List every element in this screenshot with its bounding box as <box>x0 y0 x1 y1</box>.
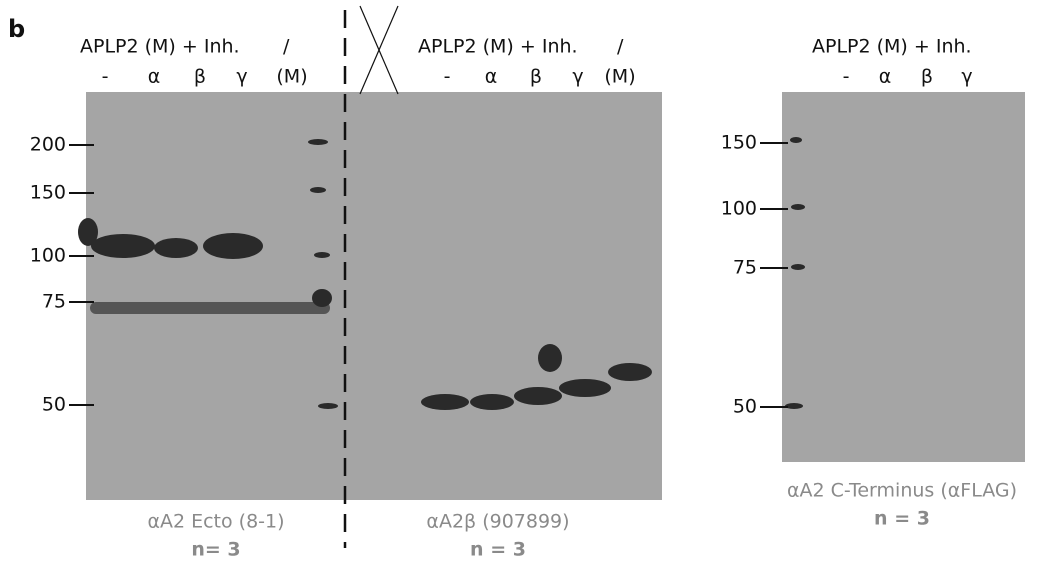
blot-image <box>782 92 1025 462</box>
lane-label: α <box>485 66 498 88</box>
lane-label: α <box>148 66 161 88</box>
header: APLP2 (M) + Inh. <box>418 36 578 58</box>
caption: αA2β (907899) <box>426 511 569 533</box>
bands <box>78 137 805 410</box>
lane-label: - <box>843 66 850 88</box>
lane-label: (M) <box>276 66 307 88</box>
n-label: n= 3 <box>191 539 240 561</box>
n-label: n = 3 <box>470 539 526 561</box>
cross <box>359 5 399 95</box>
lane-label: β <box>194 66 206 88</box>
caption: αA2 C-Terminus (αFLAG) <box>787 480 1017 502</box>
lane-label: β <box>530 66 542 88</box>
lane-label: - <box>444 66 451 88</box>
header: APLP2 (M) + Inh. <box>812 36 972 58</box>
lane-label: α <box>879 66 892 88</box>
lane-label: β <box>921 66 933 88</box>
lane-label: γ <box>236 66 247 88</box>
marker-label: 50 <box>42 394 66 416</box>
lane-label: γ <box>961 66 972 88</box>
lane-label: γ <box>572 66 583 88</box>
slash: / <box>617 36 624 58</box>
marker-label: 100 <box>30 245 66 267</box>
marker-label: 75 <box>733 257 757 279</box>
marker-label: 75 <box>42 291 66 313</box>
panel-label: b <box>8 15 25 43</box>
marker-label: 150 <box>30 182 66 204</box>
blot-image <box>86 92 662 500</box>
marker-label: 100 <box>721 198 757 220</box>
marker-label: 200 <box>30 134 66 156</box>
lane-label: - <box>102 66 109 88</box>
marker-label: 150 <box>721 132 757 154</box>
marker-label: 50 <box>733 396 757 418</box>
n-label: n = 3 <box>874 508 930 530</box>
lane-label: (M) <box>604 66 635 88</box>
slash: / <box>283 36 290 58</box>
header: APLP2 (M) + Inh. <box>80 36 240 58</box>
caption: αA2 Ecto (8-1) <box>147 511 284 533</box>
